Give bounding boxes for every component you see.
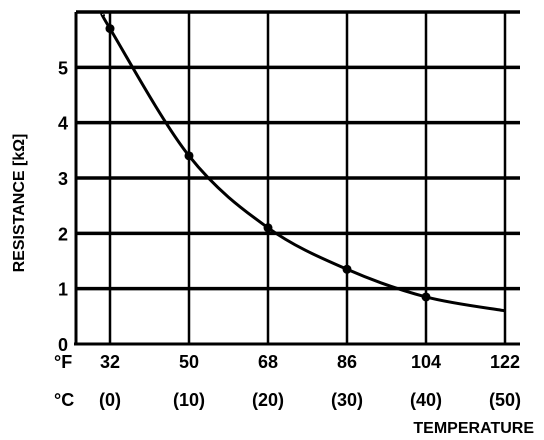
x-tick-label-f-68: 68 (258, 352, 278, 372)
y-tick-label-4: 4 (58, 114, 68, 134)
resistance-curve (100, 12, 506, 313)
data-point-104f (421, 292, 431, 302)
y-tick-label-5: 5 (58, 58, 68, 78)
x-tick-label-f-32: 32 (100, 352, 120, 372)
x-tick-label-c-2: (20) (252, 390, 284, 410)
y-tick-label-3: 3 (58, 169, 68, 189)
x-tick-label-c-5: (50) (489, 390, 521, 410)
x-unit-celsius-label: °C (54, 390, 74, 410)
x-axis-label: TEMPERATURE (413, 420, 534, 437)
x-unit-fahrenheit-label: °F (54, 352, 72, 372)
y-tick-label-1: 1 (58, 280, 68, 300)
y-axis-label: RESISTANCE [kΩ] (11, 134, 28, 273)
x-tick-label-c-4: (40) (410, 390, 442, 410)
data-point-50f (184, 151, 194, 161)
data-point-68f (263, 223, 273, 233)
x-tick-label-f-104: 104 (411, 352, 441, 372)
y-tick-label-0: 0 (58, 335, 68, 355)
x-tick-label-c-0: (0) (99, 390, 121, 410)
x-tick-label-c-1: (10) (173, 390, 205, 410)
x-tick-label-f-122: 122 (490, 352, 520, 372)
y-tick-label-2: 2 (58, 224, 68, 244)
data-point-86f (342, 264, 352, 274)
x-tick-label-f-50: 50 (179, 352, 199, 372)
x-tick-label-c-3: (30) (331, 390, 363, 410)
data-point-32f (105, 24, 115, 34)
x-tick-label-f-86: 86 (337, 352, 357, 372)
